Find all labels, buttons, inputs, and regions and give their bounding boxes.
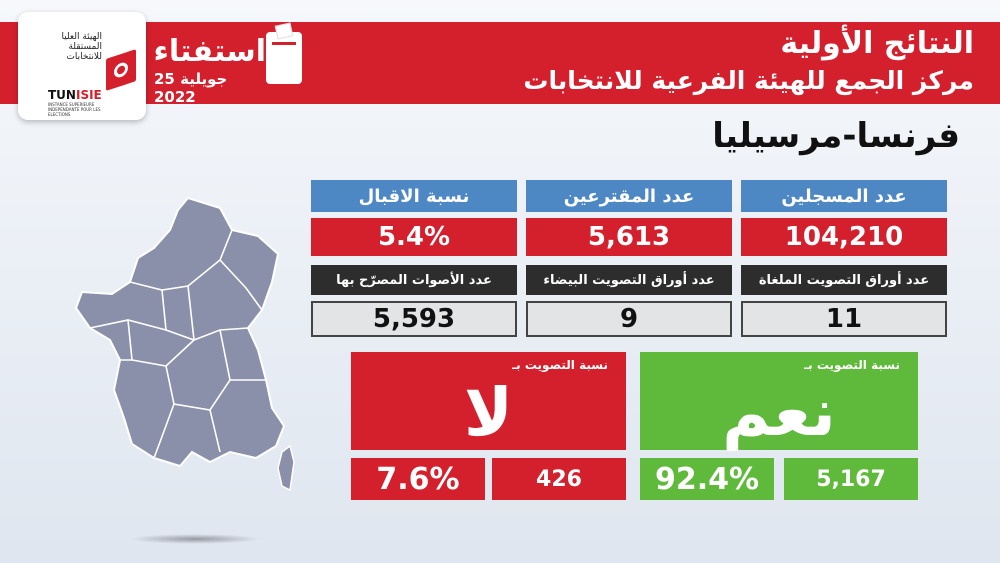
- registered-label: عدد المسجلين: [741, 180, 947, 212]
- location-title: فرنسا-مرسيليا: [712, 116, 960, 156]
- yes-count: 5,167: [784, 458, 918, 500]
- no-percent: 7.6%: [351, 458, 485, 500]
- page-title: النتائج الأولية: [780, 26, 974, 61]
- no-caption: نسبة التصويت بـ: [512, 358, 608, 372]
- valid-votes-value: 5,593: [311, 301, 517, 337]
- referendum-badge: استفتاء 25 جويلية 2022: [153, 22, 314, 106]
- blank-ballots-value: 9: [526, 301, 732, 337]
- logo-brand: TUNISIE: [48, 88, 102, 102]
- page-subtitle: مركز الجمع للهيئة الفرعية للانتخابات: [523, 66, 974, 95]
- logo-brand-suffix: ISIE: [75, 88, 102, 102]
- voters-value: 5,613: [526, 218, 732, 256]
- voters-label: عدد المقترعين: [526, 180, 732, 212]
- logo-brand-prefix: TUN: [48, 88, 76, 102]
- cancelled-ballots-value: 11: [741, 301, 947, 337]
- france-map: [74, 196, 295, 492]
- registered-value: 104,210: [741, 218, 947, 256]
- ballot-box-icon: [266, 22, 302, 84]
- france-mainland: [74, 196, 286, 468]
- yes-caption: نسبة التصويت بـ: [804, 358, 900, 372]
- header-banner: [0, 22, 1000, 104]
- region-borders: [89, 229, 266, 459]
- yes-result-panel: نسبة التصويت بـ نعم: [640, 352, 918, 451]
- logo-french-name: INSTANCE SUPERIEURE INDEPENDANTE POUR LE…: [48, 102, 101, 117]
- corsica-island: [277, 444, 295, 492]
- turnout-label: نسبة الاقبال: [311, 180, 517, 212]
- logo-arabic-name: الهيئة العليا المستقلة للانتخابات: [61, 32, 102, 62]
- no-word: لا: [463, 374, 514, 451]
- yes-word: نعم: [722, 374, 836, 451]
- tunisia-flag-icon: [106, 49, 136, 91]
- no-count: 426: [492, 458, 626, 500]
- no-result-panel: نسبة التصويت بـ لا: [351, 352, 626, 451]
- referendum-word: استفتاء: [153, 34, 266, 69]
- turnout-value: 5.4%: [311, 218, 517, 256]
- isie-logo: الهيئة العليا المستقلة للانتخابات TUNISI…: [18, 12, 146, 120]
- blank-ballots-label: عدد أوراق التصويت البيضاء: [526, 265, 732, 295]
- map-shadow: [130, 534, 260, 544]
- referendum-date: 25 جويلية 2022: [154, 70, 228, 106]
- valid-votes-label: عدد الأصوات المصرّح بها: [311, 265, 517, 295]
- cancelled-ballots-label: عدد أوراق التصويت الملغاة: [741, 265, 947, 295]
- yes-percent: 92.4%: [640, 458, 774, 500]
